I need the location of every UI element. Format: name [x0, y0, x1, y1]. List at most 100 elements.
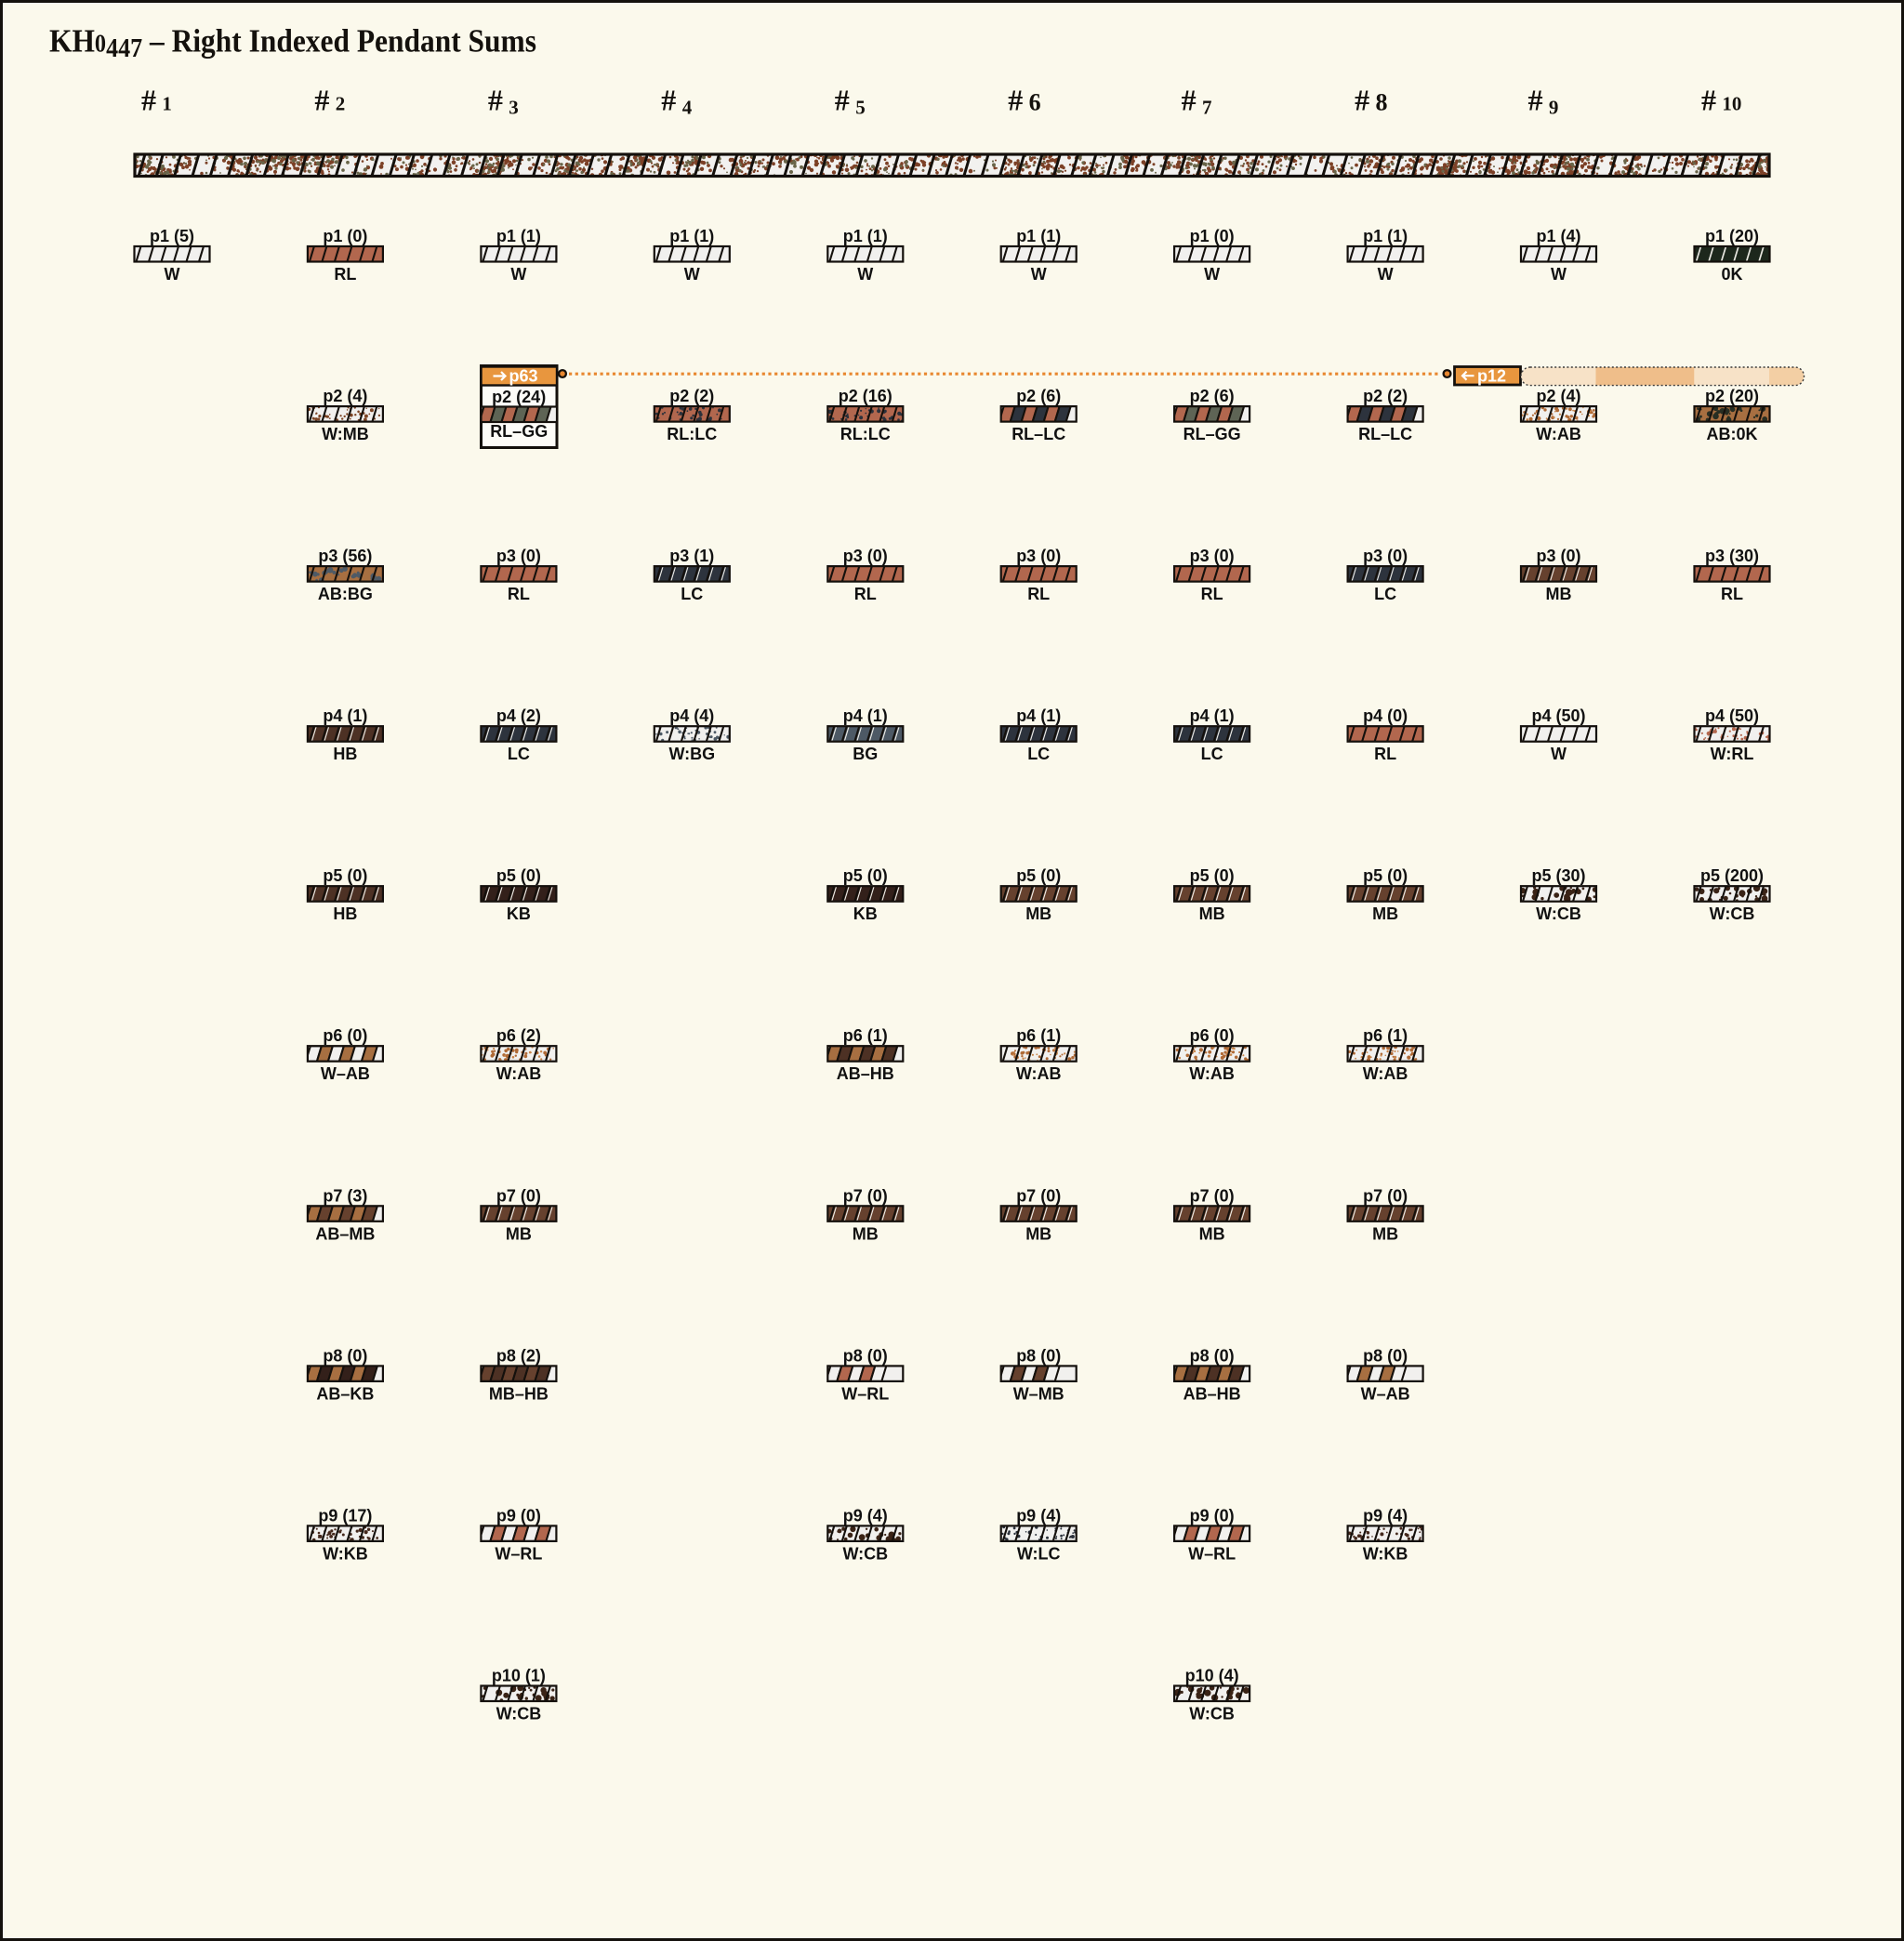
svg-text:p3 (56): p3 (56): [318, 547, 372, 565]
svg-text:p9 (4): p9 (4): [1363, 1506, 1408, 1525]
svg-text:MB: MB: [853, 1224, 879, 1243]
svg-text:p2 (2): p2 (2): [1363, 387, 1408, 405]
svg-text:W:AB: W:AB: [496, 1064, 542, 1083]
svg-text:W:RL: W:RL: [1711, 745, 1754, 763]
svg-text:p2 (24): p2 (24): [492, 388, 546, 406]
svg-text:p4 (1): p4 (1): [1016, 706, 1061, 725]
svg-text:W: W: [1551, 265, 1567, 284]
svg-text:p2 (4): p2 (4): [323, 387, 367, 405]
svg-text:W: W: [1378, 265, 1394, 284]
svg-text:RL: RL: [1374, 745, 1396, 763]
svg-text:p6 (0): p6 (0): [323, 1026, 367, 1045]
svg-text:p6 (1): p6 (1): [1016, 1026, 1061, 1045]
svg-text:BG: BG: [853, 745, 878, 763]
svg-text:RL: RL: [334, 265, 356, 284]
svg-text:W: W: [1031, 265, 1047, 284]
svg-text:p3 (30): p3 (30): [1705, 547, 1759, 565]
svg-text:p1 (20): p1 (20): [1705, 227, 1759, 245]
svg-text:p2 (6): p2 (6): [1190, 387, 1235, 405]
svg-text:W:CB: W:CB: [1536, 904, 1581, 923]
svg-text:W:MB: W:MB: [322, 425, 369, 443]
svg-text:p1 (4): p1 (4): [1536, 227, 1580, 245]
svg-text:MB: MB: [1199, 1224, 1225, 1243]
svg-text:# 6: # 6: [1008, 84, 1040, 117]
svg-text:# 8: # 8: [1355, 84, 1387, 117]
svg-text:RL–LC: RL–LC: [1012, 425, 1065, 443]
svg-text:KB: KB: [507, 904, 531, 923]
svg-text:p7 (0): p7 (0): [496, 1186, 541, 1205]
svg-text:p4 (2): p4 (2): [496, 706, 541, 725]
svg-text:p2 (2): p2 (2): [669, 387, 714, 405]
svg-text:p8 (0): p8 (0): [1363, 1346, 1408, 1365]
svg-text:RL:LC: RL:LC: [840, 425, 891, 443]
svg-text:p5 (0): p5 (0): [1363, 866, 1408, 885]
svg-text:p4 (4): p4 (4): [669, 706, 714, 725]
svg-text:p9 (0): p9 (0): [496, 1506, 541, 1525]
svg-text:W–RL: W–RL: [495, 1544, 542, 1563]
svg-text:HB: HB: [333, 745, 357, 763]
svg-text:# 1: # 1: [141, 84, 172, 117]
svg-text:# 9: # 9: [1528, 84, 1559, 119]
svg-text:AB–MB: AB–MB: [315, 1224, 375, 1243]
svg-text:RL–LC: RL–LC: [1358, 425, 1412, 443]
svg-text:LC: LC: [1201, 745, 1223, 763]
svg-text:p10 (4): p10 (4): [1185, 1667, 1239, 1685]
svg-text:p4 (50): p4 (50): [1705, 706, 1759, 725]
svg-text:p1 (5): p1 (5): [150, 227, 194, 245]
svg-text:p8 (2): p8 (2): [496, 1346, 541, 1365]
svg-text:p3 (0): p3 (0): [1536, 547, 1580, 565]
svg-text:p4 (1): p4 (1): [323, 706, 367, 725]
svg-text:W–RL: W–RL: [841, 1384, 889, 1403]
svg-text:RL:LC: RL:LC: [667, 425, 717, 443]
svg-text:W: W: [857, 265, 873, 284]
svg-text:p1 (1): p1 (1): [1016, 227, 1061, 245]
svg-text:p7 (0): p7 (0): [1190, 1186, 1235, 1205]
svg-text:AB:BG: AB:BG: [318, 585, 373, 603]
svg-text:0K: 0K: [1721, 265, 1742, 284]
svg-text:HB: HB: [333, 904, 357, 923]
svg-text:RL–GG: RL–GG: [1183, 425, 1241, 443]
svg-text:W:KB: W:KB: [1363, 1544, 1408, 1563]
svg-text:MB: MB: [506, 1224, 532, 1243]
svg-text:p5 (200): p5 (200): [1700, 866, 1764, 885]
svg-text:p3 (0): p3 (0): [496, 547, 541, 565]
svg-text:LC: LC: [681, 585, 703, 603]
svg-text:p2 (6): p2 (6): [1016, 387, 1061, 405]
svg-text:p8 (0): p8 (0): [323, 1346, 367, 1365]
svg-text:MB: MB: [1372, 904, 1398, 923]
svg-text:W:AB: W:AB: [1536, 425, 1581, 443]
svg-text:p6 (2): p6 (2): [496, 1026, 541, 1045]
svg-text:p12: p12: [1477, 367, 1506, 386]
svg-text:p8 (0): p8 (0): [843, 1346, 888, 1365]
svg-text:RL: RL: [1027, 585, 1050, 603]
svg-text:p3 (1): p3 (1): [669, 547, 714, 565]
svg-text:p8 (0): p8 (0): [1016, 1346, 1061, 1365]
svg-text:W: W: [1204, 265, 1220, 284]
svg-text:W–RL: W–RL: [1188, 1544, 1236, 1563]
svg-text:p6 (1): p6 (1): [843, 1026, 888, 1045]
svg-text:W:CB: W:CB: [1189, 1705, 1235, 1723]
svg-text:AB–HB: AB–HB: [1183, 1384, 1241, 1403]
svg-text:p4 (50): p4 (50): [1531, 706, 1585, 725]
svg-text:W:LC: W:LC: [1017, 1544, 1061, 1563]
svg-text:AB–KB: AB–KB: [316, 1384, 374, 1403]
svg-text:p1 (0): p1 (0): [323, 227, 367, 245]
svg-text:p5 (0): p5 (0): [323, 866, 367, 885]
svg-text:p3 (0): p3 (0): [1016, 547, 1061, 565]
svg-text:p1 (1): p1 (1): [496, 227, 541, 245]
svg-text:p3 (0): p3 (0): [1190, 547, 1235, 565]
svg-text:p10 (1): p10 (1): [492, 1667, 546, 1685]
svg-text:p1 (0): p1 (0): [1190, 227, 1235, 245]
svg-text:p5 (0): p5 (0): [1016, 866, 1061, 885]
svg-text:p3 (0): p3 (0): [1363, 547, 1408, 565]
svg-text:p7 (0): p7 (0): [1016, 1186, 1061, 1205]
svg-text:p9 (4): p9 (4): [1016, 1506, 1061, 1525]
svg-text:RL–GG: RL–GG: [490, 422, 548, 441]
svg-text:W–MB: W–MB: [1013, 1384, 1064, 1403]
svg-text:p2 (16): p2 (16): [839, 387, 892, 405]
svg-text:p5 (0): p5 (0): [843, 866, 888, 885]
svg-text:p5 (0): p5 (0): [496, 866, 541, 885]
svg-text:AB–HB: AB–HB: [837, 1064, 894, 1083]
svg-text:p7 (0): p7 (0): [1363, 1186, 1408, 1205]
svg-text:LC: LC: [1374, 585, 1396, 603]
